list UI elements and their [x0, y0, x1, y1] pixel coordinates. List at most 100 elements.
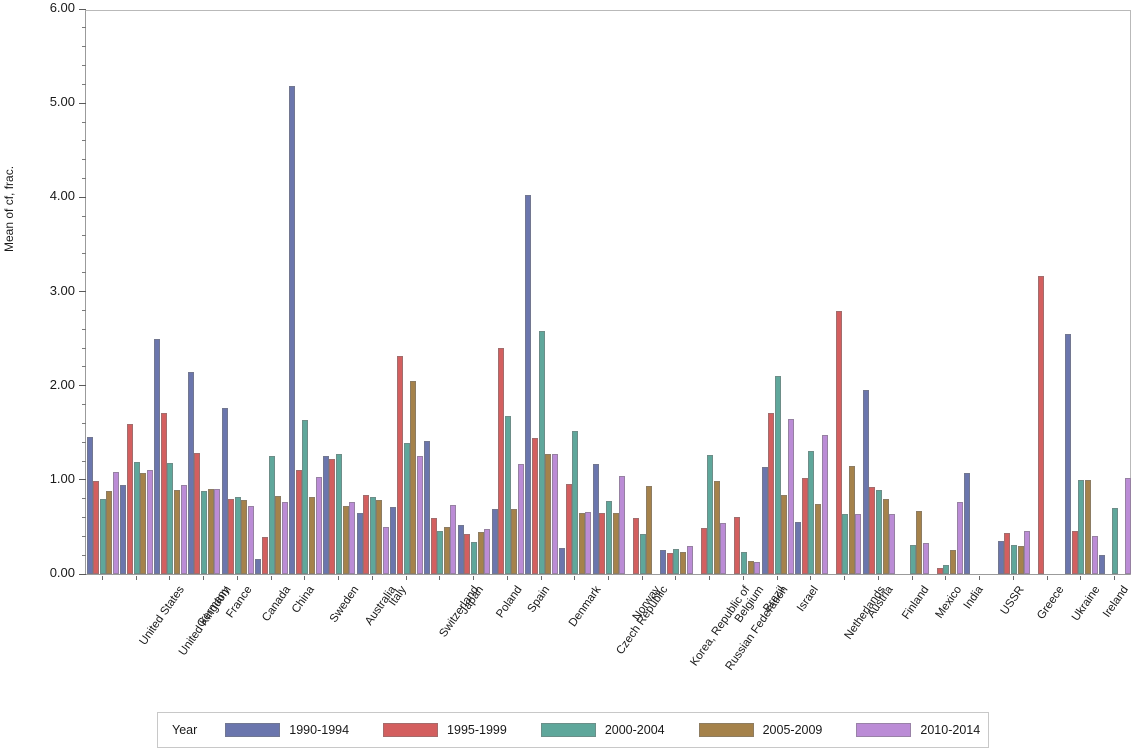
bar-group: [829, 11, 862, 574]
bar: [605, 500, 612, 574]
y-axis-tick-label: 1.00: [49, 470, 75, 486]
bar: [336, 454, 343, 574]
x-axis-tick: [338, 576, 340, 580]
x-axis-tick: [304, 576, 306, 580]
x-axis-tick: [608, 576, 609, 580]
x-axis-tick: [911, 576, 913, 580]
bar: [1125, 477, 1132, 574]
bar: [450, 505, 457, 574]
bar: [133, 461, 140, 574]
legend-color-swatch: [225, 723, 281, 737]
bar: [936, 568, 943, 574]
bar: [950, 549, 957, 574]
bar: [997, 541, 1004, 574]
legend-entry-label: 2005-2009: [762, 723, 823, 737]
bar: [774, 376, 781, 574]
x-axis-tick: [1080, 576, 1082, 580]
tick-mark: [82, 328, 86, 330]
y-axis-tick-label: 3.00: [49, 282, 75, 298]
bar: [382, 526, 389, 574]
x-axis-tick: [709, 576, 711, 580]
bar: [680, 552, 687, 574]
x-axis-labels: United States United Kingdom Germany France…: [85, 576, 1131, 696]
bar: [1078, 479, 1085, 574]
tick-mark: [79, 196, 86, 198]
legend-entry[interactable]: 2010-2014: [856, 723, 980, 737]
bar-group: [627, 11, 659, 574]
bar: [228, 498, 235, 574]
bar: [875, 490, 882, 574]
bar-group: [322, 11, 356, 574]
tick-mark: [82, 234, 86, 236]
x-axis-tick: [844, 576, 846, 580]
bar: [1017, 545, 1024, 574]
bar: [916, 510, 923, 574]
x-axis-tick-label: Greece: [1034, 584, 1067, 622]
bar: [99, 498, 106, 574]
x-axis-tick-label: Czech Republic: [614, 584, 671, 657]
bar: [1098, 555, 1105, 574]
x-axis-tick: [101, 576, 103, 580]
x-axis-tick-label: Ireland: [1101, 584, 1132, 620]
legend-entry[interactable]: 1990-1994: [225, 723, 349, 737]
x-axis-tick: [1012, 576, 1014, 580]
bar: [1004, 532, 1011, 574]
bar: [821, 434, 828, 574]
x-axis-tick: [877, 576, 879, 580]
tick-mark: [79, 573, 86, 575]
bar: [787, 418, 794, 574]
bar-group: [930, 11, 963, 574]
bar-group: [525, 11, 558, 574]
bar-group: [795, 11, 828, 574]
tick-mark: [82, 121, 86, 123]
bar-group: [1098, 11, 1132, 574]
y-axis-tick-label: 6.00: [49, 0, 75, 15]
bar: [956, 502, 963, 574]
bar: [457, 525, 464, 574]
tick-mark: [82, 554, 86, 556]
bar-group: [356, 11, 389, 574]
legend-color-swatch: [698, 723, 754, 737]
bar-group: [1031, 11, 1063, 574]
x-axis-tick: [979, 576, 981, 580]
tick-mark: [79, 479, 86, 481]
bar: [633, 517, 640, 574]
bar: [471, 541, 478, 574]
x-axis-tick: [641, 576, 643, 580]
legend-entry-label: 1995-1999: [447, 723, 507, 737]
tick-mark: [82, 27, 86, 29]
bar: [261, 537, 268, 574]
x-axis-tick-label: Denmark: [566, 584, 604, 630]
legend-entry[interactable]: 2000-2004: [540, 723, 665, 737]
bar-group: [457, 11, 491, 574]
bar: [315, 477, 322, 574]
legend-entry[interactable]: 1995-1999: [383, 723, 507, 737]
tick-mark: [82, 159, 86, 161]
bar: [531, 438, 538, 574]
legend-entry[interactable]: 2005-2009: [698, 723, 823, 737]
bar: [302, 419, 309, 574]
bar: [221, 408, 228, 574]
y-axis-tick-label: 0.00: [49, 565, 75, 580]
bar: [666, 553, 673, 574]
bar: [1091, 536, 1098, 574]
bar: [869, 487, 876, 574]
bar: [889, 513, 896, 574]
bar: [308, 496, 315, 574]
bar: [160, 412, 167, 574]
bar: [882, 498, 889, 574]
bar: [329, 459, 336, 574]
bar: [612, 512, 619, 574]
bar: [281, 501, 288, 574]
bar: [146, 470, 153, 574]
bar-group: [424, 11, 457, 574]
bar: [430, 517, 437, 574]
y-axis-tick-label: 5.00: [49, 94, 75, 110]
bar-group: [694, 11, 727, 574]
bar: [424, 441, 431, 574]
bar: [922, 542, 929, 574]
bar: [342, 506, 349, 574]
bar: [410, 380, 417, 574]
bar-group: [997, 11, 1031, 574]
bar: [592, 463, 599, 574]
